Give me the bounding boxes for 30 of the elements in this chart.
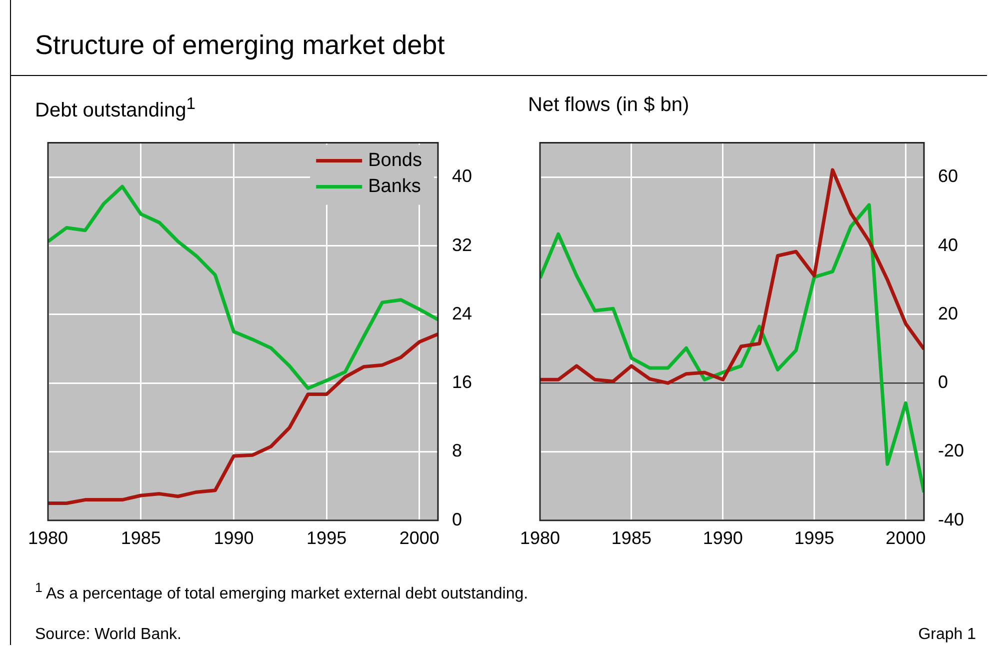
- chart-subtitle: Net flows (in $ bn): [528, 94, 690, 117]
- x-tick-label: 1990: [702, 528, 743, 548]
- text: $^{1}$ As a percentage of total emerging market external debt outstanding.: [35, 580, 528, 604]
- y-tick-label: 40: [452, 166, 472, 186]
- x-tick-label: 2000: [399, 528, 440, 548]
- chart-title: Structure of emerging market debt: [35, 30, 445, 61]
- x-tick-label: 1980: [28, 528, 68, 548]
- x-tick-label: 2000: [886, 528, 926, 548]
- chart-subtitle: Debt outstanding$^{1}$: [35, 94, 196, 123]
- source-note: Source: World Bank.: [35, 626, 182, 644]
- y-tick-label: -20: [938, 440, 964, 461]
- y-tick-label: 8: [452, 440, 462, 461]
- y-tick-label: -40: [938, 509, 964, 530]
- y-tick-label: 24: [452, 303, 472, 324]
- y-tick-label: 16: [452, 372, 472, 392]
- y-tick-label: 0: [452, 509, 462, 530]
- x-tick-label: 1985: [611, 528, 652, 548]
- y-tick-label: 32: [452, 234, 472, 255]
- x-tick-label: 1995: [306, 528, 347, 548]
- y-tick-label: 60: [938, 166, 958, 186]
- y-tick-label: 0: [938, 372, 948, 392]
- legend-label: Bonds: [368, 150, 422, 172]
- x-tick-label: 1995: [794, 528, 834, 548]
- y-tick-label: 40: [938, 234, 958, 255]
- legend-label: Banks: [368, 176, 421, 198]
- x-tick-label: 1980: [520, 528, 560, 548]
- x-tick-label: 1985: [120, 528, 161, 548]
- x-tick-label: 1990: [214, 528, 254, 548]
- caption: Graph 1: [918, 626, 976, 644]
- y-tick-label: 20: [938, 303, 958, 324]
